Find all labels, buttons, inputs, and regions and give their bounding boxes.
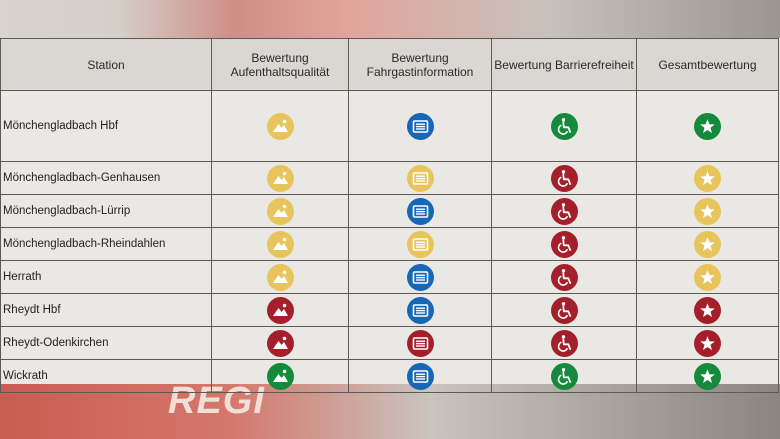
photo-background-top: [0, 0, 780, 40]
rating-cell-gesamt: [636, 359, 779, 393]
rating-cell-aufenthalt: [211, 260, 349, 294]
star-icon: [694, 329, 721, 357]
rating-cell-fahrgast: [348, 161, 492, 195]
landscape-icon: [266, 296, 294, 324]
header-aufenthalt: Bewertung Aufenthaltsqualität: [211, 38, 349, 91]
info-board-icon: [406, 263, 434, 291]
rating-cell-fahrgast: [348, 194, 492, 228]
table-row: Mönchengladbach-Rheindahlen: [0, 227, 779, 261]
rating-cell-fahrgast: [348, 293, 492, 327]
station-name: Mönchengladbach-Lürrip: [0, 194, 212, 228]
station-name: Mönchengladbach-Genhausen: [0, 161, 212, 195]
rating-cell-gesamt: [636, 260, 779, 294]
star-icon: [694, 230, 721, 258]
header-station: Station: [0, 38, 212, 91]
wheelchair-icon: [550, 112, 578, 140]
info-board-icon: [406, 362, 434, 390]
rating-cell-barriere: [491, 90, 637, 162]
rating-cell-gesamt: [636, 161, 779, 195]
rating-cell-aufenthalt: [211, 359, 349, 393]
station-name: Rheydt Hbf: [0, 293, 212, 327]
info-board-icon: [406, 164, 434, 192]
wheelchair-icon: [550, 263, 578, 291]
star-icon: [694, 362, 721, 390]
rating-cell-barriere: [491, 293, 637, 327]
rating-cell-barriere: [491, 227, 637, 261]
rating-cell-gesamt: [636, 90, 779, 162]
rating-cell-gesamt: [636, 227, 779, 261]
star-icon: [694, 263, 721, 291]
table-row: Rheydt Hbf: [0, 293, 779, 327]
star-icon: [694, 296, 721, 324]
rating-cell-barriere: [491, 326, 637, 360]
table-row: Mönchengladbach-Genhausen: [0, 161, 779, 195]
rating-sheet: Station Bewertung Aufenthaltsqualität Be…: [0, 38, 780, 393]
rating-cell-aufenthalt: [211, 194, 349, 228]
rating-cell-aufenthalt: [211, 293, 349, 327]
wheelchair-icon: [550, 296, 578, 324]
rating-cell-fahrgast: [348, 260, 492, 294]
header-barriere: Bewertung Barrierefreiheit: [491, 38, 637, 91]
station-name: Rheydt-Odenkirchen: [0, 326, 212, 360]
landscape-icon: [266, 197, 294, 225]
station-name: Wickrath: [0, 359, 212, 393]
info-board-icon: [406, 112, 434, 140]
table-row: Wickrath: [0, 359, 779, 393]
landscape-icon: [266, 230, 294, 258]
landscape-icon: [266, 329, 294, 357]
info-board-icon: [406, 197, 434, 225]
rating-cell-barriere: [491, 260, 637, 294]
rating-cell-aufenthalt: [211, 161, 349, 195]
rating-cell-aufenthalt: [211, 326, 349, 360]
wheelchair-icon: [550, 362, 578, 390]
wheelchair-icon: [550, 164, 578, 192]
header-row: Station Bewertung Aufenthaltsqualität Be…: [0, 38, 779, 91]
landscape-icon: [266, 263, 294, 291]
star-icon: [694, 164, 721, 192]
wheelchair-icon: [550, 329, 578, 357]
station-name: Mönchengladbach Hbf: [0, 90, 212, 162]
landscape-icon: [266, 112, 294, 140]
rating-cell-fahrgast: [348, 326, 492, 360]
wheelchair-icon: [550, 197, 578, 225]
table-row: Herrath: [0, 260, 779, 294]
wheelchair-icon: [550, 230, 578, 258]
header-fahrgast: Bewertung Fahrgastinformation: [348, 38, 492, 91]
rating-cell-barriere: [491, 359, 637, 393]
rating-cell-aufenthalt: [211, 227, 349, 261]
rating-cell-fahrgast: [348, 359, 492, 393]
rating-cell-gesamt: [636, 293, 779, 327]
station-name: Mönchengladbach-Rheindahlen: [0, 227, 212, 261]
rating-cell-aufenthalt: [211, 90, 349, 162]
landscape-icon: [266, 362, 294, 390]
info-board-icon: [406, 329, 434, 357]
rating-cell-fahrgast: [348, 227, 492, 261]
rating-cell-barriere: [491, 194, 637, 228]
landscape-icon: [266, 164, 294, 192]
station-rating-table: Station Bewertung Aufenthaltsqualität Be…: [0, 38, 779, 393]
info-board-icon: [406, 296, 434, 324]
rating-cell-barriere: [491, 161, 637, 195]
table-row: Rheydt-Odenkirchen: [0, 326, 779, 360]
star-icon: [694, 112, 721, 140]
star-icon: [694, 197, 721, 225]
rating-cell-gesamt: [636, 326, 779, 360]
rating-cell-gesamt: [636, 194, 779, 228]
info-board-icon: [406, 230, 434, 258]
rating-cell-fahrgast: [348, 90, 492, 162]
table-row: Mönchengladbach-Lürrip: [0, 194, 779, 228]
header-gesamt: Gesamtbewertung: [636, 38, 779, 91]
table-row: Mönchengladbach Hbf: [0, 90, 779, 162]
station-name: Herrath: [0, 260, 212, 294]
